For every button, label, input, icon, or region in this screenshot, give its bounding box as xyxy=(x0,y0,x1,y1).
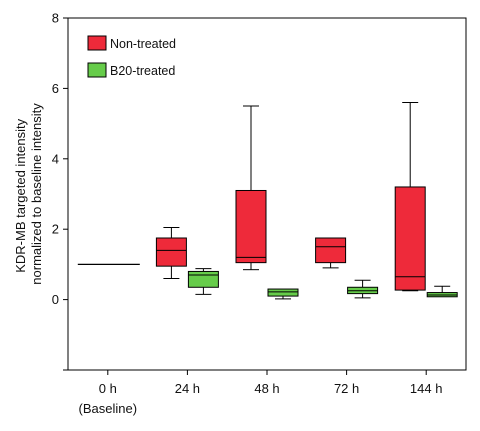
y-tick-label: 4 xyxy=(52,151,59,166)
box-iqr xyxy=(155,237,187,267)
x-tick-label: 144 h xyxy=(410,381,443,396)
y-tick-label: 6 xyxy=(52,81,59,96)
y-tick-label: 2 xyxy=(52,222,59,237)
box-b20-treated xyxy=(347,279,379,299)
x-tick-label: 24 h xyxy=(175,381,200,396)
box-iqr xyxy=(235,189,267,264)
box-non-treated xyxy=(155,226,187,279)
y-tick-label: 0 xyxy=(52,292,59,307)
box-iqr xyxy=(187,270,219,288)
box-b20-treated xyxy=(267,288,299,300)
y-tick-label: 8 xyxy=(52,11,59,26)
y-axis-label-line-2: normalized to baseline intensity xyxy=(29,103,44,285)
legend-swatch-b20-treated xyxy=(87,62,107,78)
y-axis-label-line-1: KDR-MB targeted intensity xyxy=(13,118,28,272)
box-b20-treated xyxy=(426,285,458,298)
box-non-treated xyxy=(235,105,267,271)
legend-swatch-non-treated xyxy=(87,35,107,51)
x-tick-label: 72 h xyxy=(334,381,359,396)
y-axis-label: KDR-MB targeted intensity normalized to … xyxy=(13,103,44,285)
x-tick-label: 0 h xyxy=(99,381,117,396)
box-iqr xyxy=(394,186,426,291)
box-b20-treated xyxy=(187,268,219,295)
box-iqr xyxy=(315,237,347,264)
box-iqr xyxy=(267,288,299,297)
axes: 0 2 4 6 8 0 h (Baseline) 24 h 48 h 72 h 144 h xyxy=(52,11,467,416)
x-tick-label: 48 h xyxy=(254,381,279,396)
boxes xyxy=(155,101,458,300)
x-tick-sublabel: (Baseline) xyxy=(79,401,138,416)
legend: Non-treated B20-treated xyxy=(87,35,176,78)
legend-label-non-treated: Non-treated xyxy=(110,37,176,51)
box-non-treated xyxy=(394,101,426,292)
legend-label-b20-treated: B20-treated xyxy=(110,64,175,78)
axis-labels: KDR-MB targeted intensity normalized to … xyxy=(13,103,44,285)
box-non-treated xyxy=(315,237,347,269)
